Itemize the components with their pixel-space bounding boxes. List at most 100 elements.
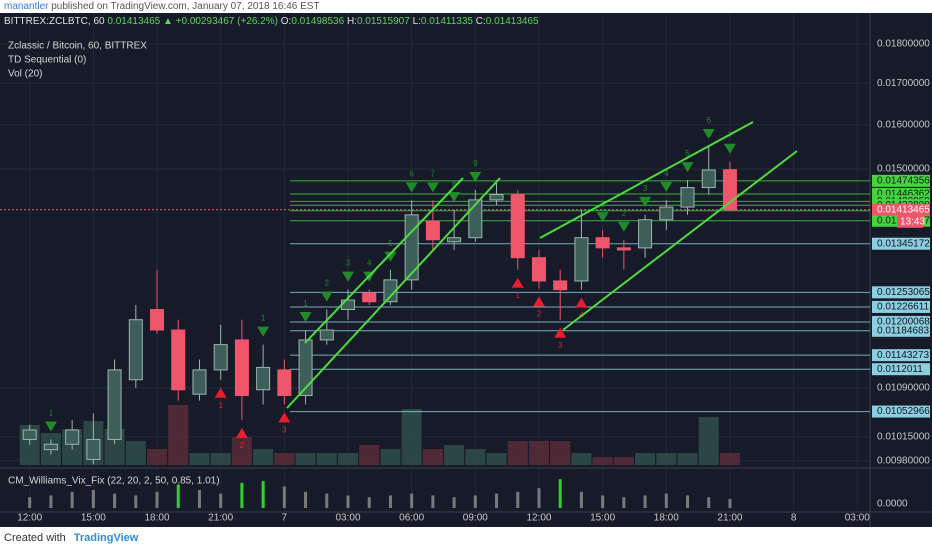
o-value: 0.01498536 bbox=[291, 16, 345, 27]
td-buy-marker bbox=[278, 412, 291, 423]
td-sell-marker bbox=[681, 162, 694, 173]
countdown-label: 13:43 bbox=[900, 216, 925, 227]
td-buy-marker bbox=[235, 428, 248, 439]
vix-bar bbox=[325, 493, 329, 508]
level-label: 0.01253065 bbox=[877, 287, 930, 298]
vix-bar bbox=[452, 497, 456, 508]
candle-body bbox=[22, 429, 37, 440]
candle-body bbox=[362, 292, 377, 303]
td-buy-count: 1 bbox=[516, 291, 521, 300]
vix-bar bbox=[686, 495, 690, 508]
trend-line bbox=[562, 150, 798, 331]
vix-bar bbox=[91, 490, 95, 508]
candle-body bbox=[638, 219, 653, 249]
change: ▲ +0.00293467 (+26.2%) bbox=[162, 16, 278, 27]
level-label: 0.01474356 bbox=[877, 175, 930, 186]
td-sell-marker bbox=[660, 181, 673, 192]
candle-body bbox=[319, 329, 334, 341]
trend-line bbox=[539, 121, 754, 239]
vix-bar bbox=[240, 482, 244, 508]
x-tick-label: 09:00 bbox=[463, 513, 488, 524]
y-tick-label: 0.01500000 bbox=[877, 164, 930, 175]
td-buy-count: 3 bbox=[558, 341, 563, 350]
candle-body bbox=[425, 220, 440, 241]
td-sell-count: 2 bbox=[622, 209, 627, 218]
td-sell-marker bbox=[384, 251, 397, 262]
candle-body bbox=[256, 366, 271, 391]
brand[interactable]: TradingView bbox=[73, 532, 139, 544]
published: published on TradingView.com, January 07… bbox=[51, 1, 320, 12]
author: manantler bbox=[4, 1, 49, 12]
level-tag bbox=[872, 174, 930, 187]
level-label: 0.01200068 bbox=[877, 317, 930, 328]
level-tag bbox=[872, 300, 930, 313]
td-sell-marker bbox=[342, 271, 354, 282]
symbol-line: BITTREX:ZCLBTC, 60 0.01413465 ▲ +0.00293… bbox=[4, 16, 539, 27]
level-label: 0.01052966 bbox=[877, 406, 930, 417]
indicator-label: TD Sequential (0) bbox=[8, 55, 86, 66]
vix-bar bbox=[176, 484, 180, 508]
volume-bar bbox=[422, 449, 443, 465]
indicator-label: CM_Williams_Vix_Fix (22, 20, 2, 50, 0.85… bbox=[8, 476, 220, 487]
volume-bar bbox=[528, 441, 549, 465]
td-sell-count: 6 bbox=[707, 116, 712, 125]
td-sell-marker bbox=[426, 182, 439, 193]
volume-bar bbox=[316, 453, 337, 465]
candle-body bbox=[107, 369, 122, 440]
c-key: C: bbox=[475, 16, 486, 27]
x-tick-label: 21:00 bbox=[208, 513, 233, 524]
candle-body bbox=[722, 169, 737, 211]
vix-bar bbox=[431, 495, 435, 508]
td-buy-count: 1 bbox=[218, 401, 223, 410]
candle-body bbox=[86, 438, 101, 460]
td-sell-marker bbox=[469, 171, 482, 182]
td-sell-count: 7 bbox=[431, 169, 436, 178]
publish-line: manantler published on TradingView.com, … bbox=[4, 1, 320, 12]
l-value: 0.01411335 bbox=[420, 16, 473, 27]
vix-bar bbox=[155, 491, 159, 508]
td-sell-count: 4 bbox=[367, 259, 372, 268]
volume-bar bbox=[274, 453, 295, 465]
td-sell-count: 4 bbox=[664, 169, 669, 178]
td-sell-marker bbox=[723, 143, 736, 154]
vix-bar bbox=[410, 493, 414, 508]
vix-bar bbox=[28, 497, 32, 508]
candle-body bbox=[595, 237, 610, 249]
candle-body bbox=[531, 257, 546, 282]
volume-bar bbox=[592, 457, 613, 465]
td-sell-marker bbox=[596, 212, 609, 223]
footer: Created with TradingView bbox=[4, 532, 138, 544]
candle-body bbox=[510, 194, 525, 259]
x-tick-label: 03:00 bbox=[335, 513, 360, 524]
candle-body bbox=[43, 443, 58, 451]
td-sell-count: 5 bbox=[685, 149, 690, 158]
vix-bar bbox=[346, 495, 350, 508]
candle-body bbox=[680, 187, 695, 208]
volume-bar bbox=[189, 453, 210, 465]
trend-line bbox=[286, 177, 501, 409]
candle-body bbox=[383, 279, 398, 303]
volume-bar bbox=[401, 409, 422, 465]
candle-body bbox=[447, 237, 462, 243]
volume-bar bbox=[698, 417, 719, 465]
h-value: 0.01515907 bbox=[356, 16, 410, 27]
td-sell-marker bbox=[617, 221, 630, 232]
x-tick-label: 03:00 bbox=[845, 513, 870, 524]
volume-bar bbox=[380, 449, 401, 465]
td-sell-count: 9 bbox=[473, 159, 478, 168]
c-value: 0.01413465 bbox=[485, 16, 539, 27]
candle-body bbox=[234, 339, 249, 396]
candle-body bbox=[574, 237, 589, 282]
td-sell-count: 2 bbox=[325, 279, 330, 288]
created-with: Created with bbox=[4, 532, 66, 544]
td-buy-marker bbox=[214, 387, 227, 398]
candle-body bbox=[192, 369, 207, 395]
y-tick-label: 0.01600000 bbox=[877, 119, 930, 130]
x-tick-label: 18:00 bbox=[654, 513, 679, 524]
vix-bar bbox=[282, 486, 286, 508]
vix-bar bbox=[516, 491, 520, 508]
candle-body bbox=[128, 319, 143, 381]
vix-bar bbox=[367, 497, 371, 508]
volume-bar bbox=[486, 453, 507, 465]
